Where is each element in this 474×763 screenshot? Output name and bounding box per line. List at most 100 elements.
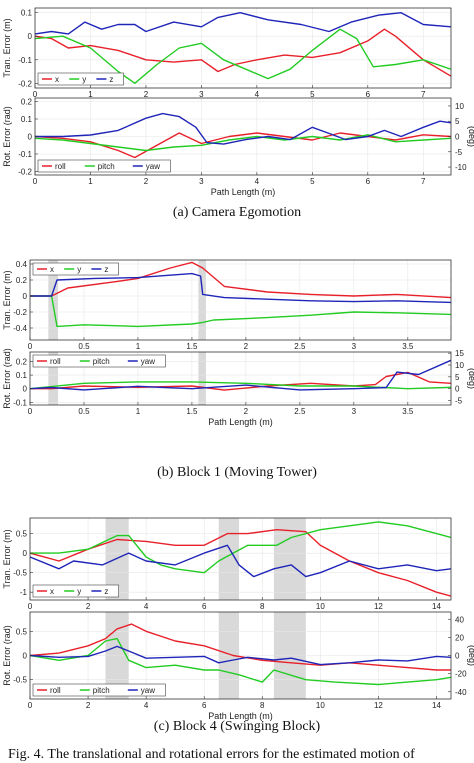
- legend-label-roll: roll: [50, 686, 61, 695]
- y-tick-label: -0.2: [18, 79, 32, 88]
- x-tick-label: 1: [88, 90, 93, 99]
- legend: roll pitch yaw: [32, 354, 166, 368]
- x-tick-label: 14: [432, 602, 441, 611]
- x-tick-label: 14: [432, 701, 441, 710]
- x-tick-label: 4: [144, 701, 149, 710]
- y-tick-label: 0.1: [21, 115, 33, 124]
- y-tick-label: 0: [28, 133, 33, 142]
- y-axis-label: Tran. Error (m): [2, 529, 12, 588]
- legend-label-yaw: yaw: [141, 357, 155, 366]
- y-axis-label: Tran. Error (m): [2, 18, 12, 77]
- chart-c-rot: 0 2 4 6 8 10 12 14 -0.5 0 0.5 -40 -20 0 20 40 (deg) Rot. …: [2, 611, 474, 721]
- y2-axis-label: (deg): [467, 368, 474, 389]
- legend-label-y: y: [77, 265, 81, 274]
- x-tick-label: 0: [28, 342, 33, 351]
- y2-tick-label: -5: [455, 148, 463, 157]
- x-tick-label: 6: [366, 90, 371, 99]
- shaded-region: [48, 260, 59, 340]
- x-tick-label: 3: [199, 177, 204, 186]
- shaded-region: [48, 352, 59, 405]
- x-tick-label: 0: [28, 407, 33, 416]
- x-tick-label: 4: [144, 602, 149, 611]
- x-tick-label: 2.5: [294, 407, 306, 416]
- y-tick-label: -0.1: [13, 398, 27, 407]
- x-tick-label: 6: [202, 602, 207, 611]
- series-line-yaw: [30, 359, 451, 391]
- y-tick-label: 0: [23, 292, 28, 301]
- legend-label-pitch: pitch: [98, 162, 115, 171]
- x-tick-label: 3: [352, 407, 357, 416]
- x-axis-label: Path Length (m): [208, 417, 273, 427]
- caption-b: (b) Block 1 (Moving Tower): [157, 465, 317, 480]
- series-line-z: [35, 12, 451, 35]
- x-tick-label: 2: [86, 701, 91, 710]
- shaded-region: [198, 260, 206, 340]
- series-line-x: [30, 529, 451, 597]
- x-tick-label: 2: [86, 602, 91, 611]
- legend-label-x: x: [50, 265, 54, 274]
- x-tick-label: 2: [244, 407, 249, 416]
- legend-label-y: y: [77, 587, 81, 596]
- x-tick-label: 6: [366, 177, 371, 186]
- shaded-region: [198, 352, 206, 405]
- legend: roll pitch yaw: [32, 683, 166, 697]
- x-tick-label: 1.5: [186, 407, 198, 416]
- legend: roll pitch yaw: [37, 159, 171, 173]
- y-tick-label: -0.4: [13, 324, 27, 333]
- x-tick-label: 0: [33, 177, 38, 186]
- y2-tick-label: 10: [455, 102, 464, 111]
- x-tick-label: 12: [374, 701, 383, 710]
- series-line-y: [35, 28, 451, 84]
- shaded-region: [218, 518, 240, 600]
- x-axis-label: Path Length (m): [208, 711, 273, 721]
- x-tick-label: 0: [33, 90, 38, 99]
- figure-caption: Fig. 4. The translational and rotational…: [8, 747, 415, 762]
- legend: x y z: [32, 262, 119, 276]
- y2-tick-label: 10: [455, 361, 464, 370]
- x-tick-label: 7: [421, 90, 426, 99]
- y2-tick-label: 15: [455, 349, 464, 358]
- y-tick-label: 0: [23, 652, 28, 661]
- y-tick-label: -0.1: [18, 56, 32, 65]
- y2-tick-label: 0: [455, 133, 460, 142]
- y2-axis-label: (deg): [467, 645, 474, 666]
- legend-label-pitch: pitch: [93, 686, 110, 695]
- series-line-yaw: [30, 645, 451, 666]
- y-tick-label: 0: [23, 385, 28, 394]
- x-tick-label: 1: [136, 407, 141, 416]
- y2-tick-label: -20: [455, 670, 467, 679]
- plot-frame: [34, 7, 452, 89]
- caption-c: (c) Block 4 (Swinging Block): [153, 719, 321, 734]
- y2-axis-label: (deg): [467, 126, 474, 147]
- series-line-yaw: [35, 112, 451, 145]
- y-axis-label: Rot. Error (rad): [2, 625, 12, 686]
- caption-a: (a) Camera Egomotion: [172, 205, 302, 220]
- y-axis-label: Rot. Error (rad): [2, 348, 12, 409]
- x-tick-label: 2.5: [294, 342, 306, 351]
- legend-label-yaw: yaw: [146, 162, 160, 171]
- y-tick-label: 0.1: [21, 9, 33, 18]
- x-tick-label: 0: [28, 701, 33, 710]
- x-axis-label: Path Length (m): [211, 187, 276, 197]
- legend: x y z: [32, 584, 119, 598]
- y2-tick-label: 0: [455, 652, 460, 661]
- chart-b-trans: 0 0.5 1 1.5 2 2.5 3 3.5 -0.4 -0.2 0 0.2 0.4 Tran. Err…: [2, 259, 452, 351]
- y-tick-label: -0.1: [18, 150, 32, 159]
- x-tick-label: 2: [144, 90, 149, 99]
- legend-label-z: z: [104, 587, 108, 596]
- y-tick-label: 0.2: [21, 98, 33, 107]
- y-tick-label: 0.1: [16, 371, 28, 380]
- chart-b-rot: 0 0.5 1 1.5 2 2.5 3 3.5-0.100.10.2-5051015(deg)…: [2, 348, 474, 427]
- y-tick-label: -0.5: [13, 676, 27, 685]
- y2-tick-label: -40: [455, 688, 467, 697]
- y-tick-label: 0.5: [16, 627, 28, 636]
- y2-tick-label: 5: [455, 117, 460, 126]
- x-tick-label: 1.5: [186, 342, 198, 351]
- chart-c-trans: 0 2 4 6 8 10 12 14 -1 -0.5 0 0.5 Tran. Error (m) x y z: [2, 517, 452, 611]
- legend-label-roll: roll: [50, 357, 61, 366]
- series-line-y: [30, 295, 451, 328]
- y2-tick-label: 40: [455, 615, 464, 624]
- series-line-pitch: [30, 637, 451, 686]
- legend: x y z: [37, 72, 124, 86]
